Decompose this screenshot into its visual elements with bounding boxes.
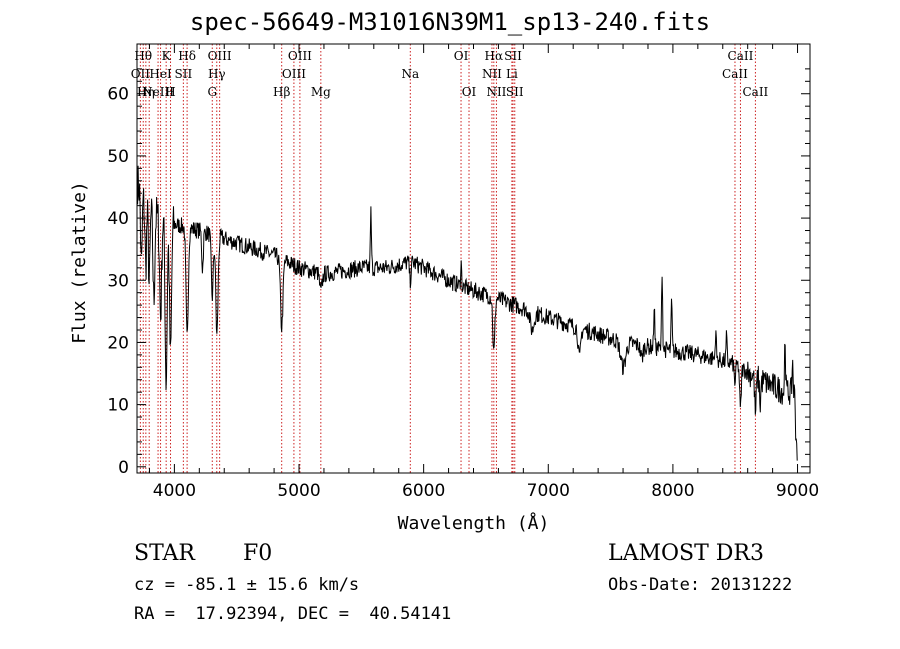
line-label: Hβ xyxy=(273,85,290,99)
axis-ticks: 4000 5000 6000 7000 8000 9000 0 10 20 30 40 50 60 xyxy=(107,44,819,501)
line-label: Na xyxy=(401,67,419,81)
line-label: Hθ xyxy=(134,49,152,63)
x-tick-label: 7000 xyxy=(527,481,570,501)
observation-date: Obs-Date: 20131222 xyxy=(608,575,793,595)
y-tick-label: 60 xyxy=(107,85,129,105)
line-label: Mg xyxy=(311,85,331,99)
y-tick-label: 0 xyxy=(118,458,129,478)
line-label: CaII xyxy=(742,85,768,99)
line-label: NeIII xyxy=(142,85,174,99)
plot-frame xyxy=(136,43,811,474)
redshift-cz: cz = -85.1 ± 15.6 km/s xyxy=(134,575,360,595)
y-tick-label: 50 xyxy=(107,147,129,167)
ra-dec: RA = 17.92394, DEC = 40.54141 xyxy=(134,604,452,624)
line-label: Hη xyxy=(137,85,155,99)
x-tick-label: 9000 xyxy=(776,481,819,501)
y-tick-label: 10 xyxy=(107,396,129,416)
line-label: OIII xyxy=(282,67,306,81)
line-label: CaII xyxy=(722,67,748,81)
line-label: NII xyxy=(486,85,506,99)
y-tick-label: 20 xyxy=(107,333,129,353)
line-label: OI xyxy=(462,85,477,99)
x-axis-label: Wavelength (Å) xyxy=(398,512,550,534)
survey-name: LAMOST DR3 xyxy=(608,541,764,566)
line-label: Hγ xyxy=(208,67,226,81)
line-label: SII xyxy=(504,49,522,63)
line-label: OIII xyxy=(288,49,312,63)
x-tick-label: 4000 xyxy=(153,481,196,501)
line-label: Hδ xyxy=(178,49,196,63)
x-tick-label: 5000 xyxy=(277,481,320,501)
line-label: CaII xyxy=(728,49,754,63)
spectral-line-markers xyxy=(139,44,756,473)
object-class: STAR xyxy=(134,541,195,566)
line-label: OI xyxy=(454,49,469,63)
x-tick-label: 8000 xyxy=(651,481,694,501)
spectrum-line xyxy=(137,165,798,461)
object-subclass: F0 xyxy=(243,541,273,566)
spectral-line-labels: OIIHθHηNeIIIHeIKHSIIHδGHγOIIIHβOIIIOIIIM… xyxy=(131,49,769,99)
y-tick-label: 40 xyxy=(107,209,129,229)
line-label: HeI xyxy=(149,67,172,81)
line-label: SII xyxy=(506,85,524,99)
line-label: Li xyxy=(506,67,518,81)
line-label: OII xyxy=(131,67,151,81)
line-label: K xyxy=(162,49,172,63)
line-label: G xyxy=(207,85,217,99)
line-label: NII xyxy=(482,67,502,81)
line-label: H xyxy=(165,85,175,99)
line-label: OIII xyxy=(208,49,232,63)
line-label: Hα xyxy=(485,49,504,63)
y-axis-label: Flux (relative) xyxy=(69,181,90,344)
x-tick-label: 6000 xyxy=(402,481,445,501)
line-label: SII xyxy=(175,67,193,81)
chart-title: spec-56649-M31016N39M1_sp13-240.fits xyxy=(189,8,711,36)
y-tick-label: 30 xyxy=(107,271,129,291)
